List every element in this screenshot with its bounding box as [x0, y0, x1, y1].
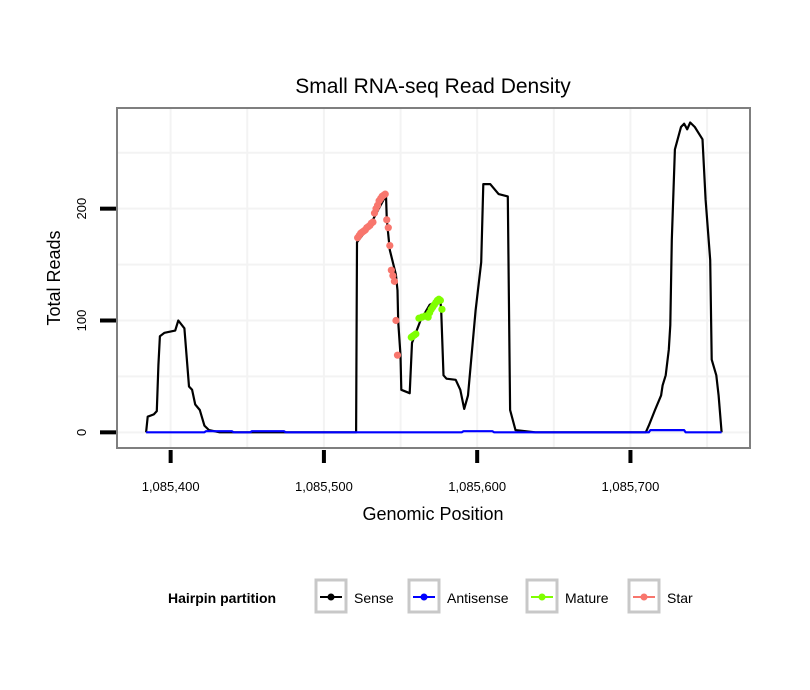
y-axis-label: Total Reads: [44, 230, 64, 325]
series-antisense: [146, 429, 722, 434]
series-mature: [407, 295, 446, 341]
x-tick-label: 1,085,600: [448, 479, 506, 494]
star-point: [369, 218, 377, 226]
legend-label: Sense: [354, 590, 394, 606]
legend-title: Hairpin partition: [168, 590, 276, 606]
series-sense: [145, 121, 723, 434]
y-axis: 0 100 200: [74, 198, 116, 436]
x-tick-label: 1,085,400: [142, 479, 200, 494]
legend: Hairpin partition Sense Antisense Mature St…: [168, 578, 693, 614]
x-tick-label: 1,085,500: [295, 479, 353, 494]
star-point: [392, 316, 400, 325]
x-axis: 1,085,400 1,085,500 1,085,600 1,085,700: [142, 450, 660, 494]
mature-point: [412, 330, 420, 338]
star-point: [387, 266, 395, 274]
star-point: [383, 216, 391, 224]
chart-title: Small RNA-seq Read Density: [295, 75, 571, 98]
star-point: [386, 241, 394, 250]
x-axis-label: Genomic Position: [362, 504, 503, 524]
legend-key-point: [538, 593, 546, 601]
star-point: [389, 272, 397, 280]
legend-label: Antisense: [447, 590, 509, 606]
legend-key-point: [420, 593, 428, 601]
legend-key-point: [640, 593, 648, 601]
legend-label: Mature: [565, 590, 609, 606]
legend-key-point: [327, 593, 335, 601]
x-tick-label: 1,085,700: [602, 479, 660, 494]
star-point: [384, 224, 392, 232]
y-tick-label: 200: [74, 198, 89, 220]
star-point: [381, 190, 389, 198]
series-star: [354, 190, 402, 359]
panel-border: [116, 107, 751, 449]
star-point: [393, 351, 402, 359]
y-tick-label: 100: [74, 310, 89, 332]
antisense-line: [146, 429, 722, 434]
plot-area: [145, 121, 723, 434]
mature-point: [438, 305, 446, 313]
y-tick-label: 0: [74, 429, 89, 436]
sense-line: [145, 121, 723, 434]
mature-point: [436, 296, 444, 304]
grid: [117, 108, 750, 448]
legend-label: Star: [667, 590, 693, 606]
star-point: [390, 277, 399, 285]
